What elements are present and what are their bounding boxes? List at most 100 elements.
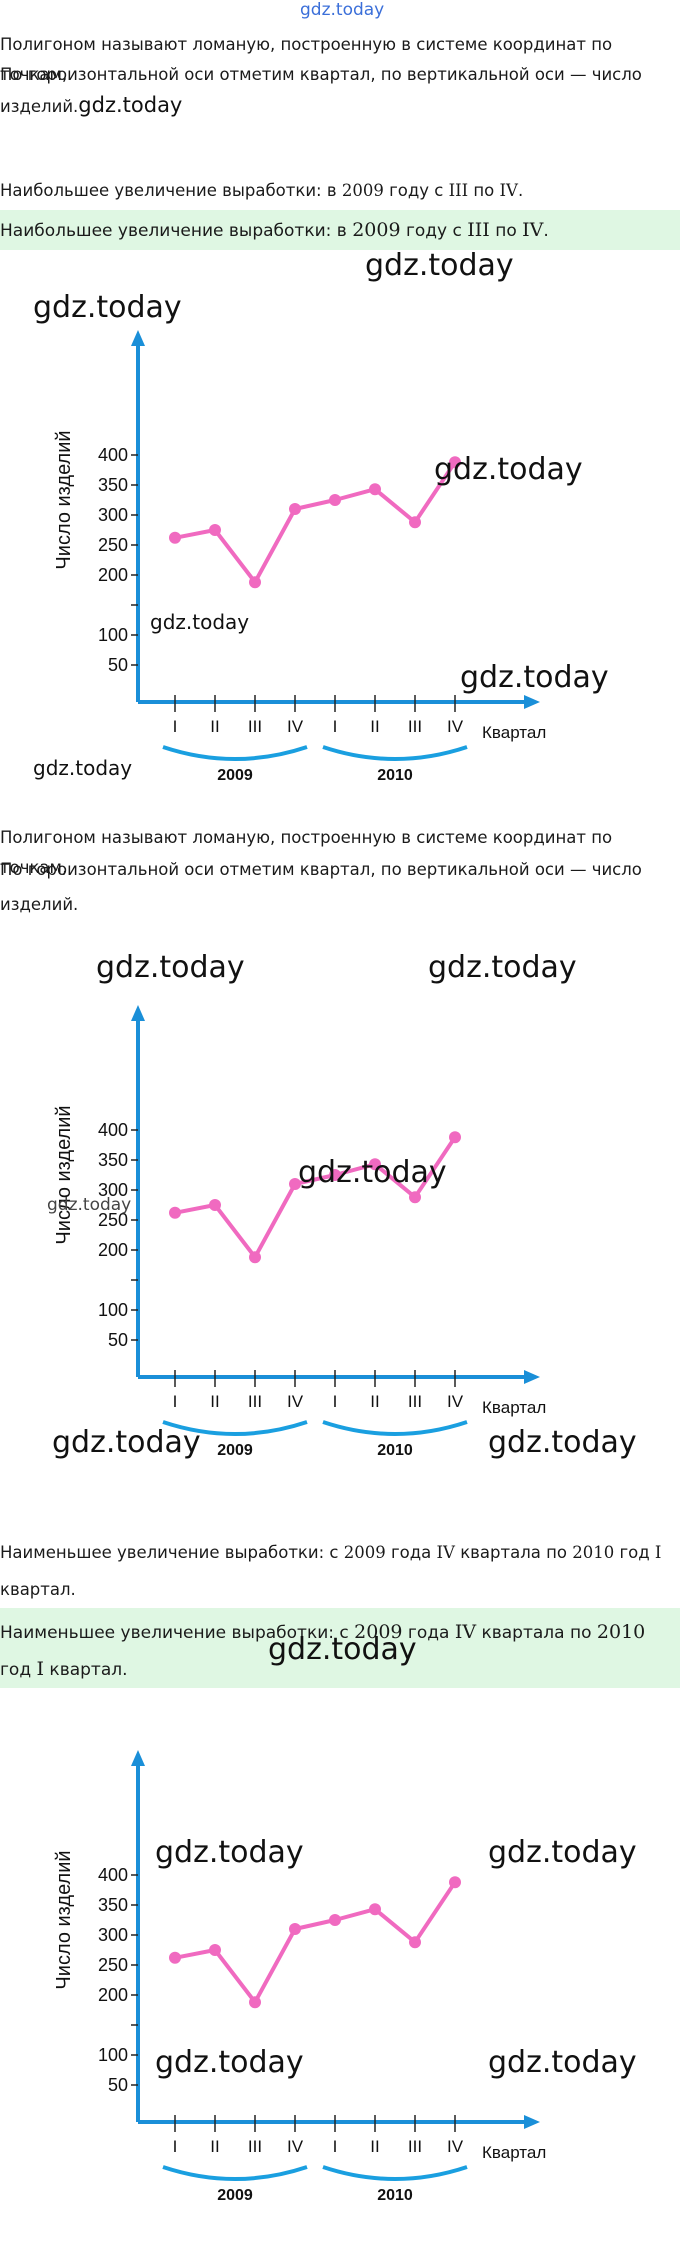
year-group-arc: [322, 2165, 468, 2181]
answer-2-mid2: квартала по: [454, 1543, 573, 1562]
year-group-label: 2009: [217, 1442, 253, 1459]
series-line: [174, 1136, 457, 1260]
answer-2-q2: I: [654, 1543, 662, 1562]
answer-2-q1: IV: [436, 1543, 455, 1562]
answer-2h-mid2: квартала по: [476, 1623, 597, 1643]
y-tick-label: 200: [98, 1240, 128, 1260]
y-axis-arrow: [131, 330, 145, 346]
data-point: [249, 576, 261, 589]
x-tick-label: II: [210, 2137, 219, 2156]
data-point: [449, 1131, 461, 1144]
data-point: [169, 531, 181, 544]
data-point: [169, 1951, 181, 1964]
answer-1h-prefix: Наибольшее увеличение выработки: в: [0, 221, 353, 241]
data-point: [329, 1914, 341, 1926]
data-point: [369, 1903, 381, 1916]
answer-1-plain: Наибольшее увеличение выработки: в 2009 …: [0, 176, 676, 206]
intro-text-line-3-text: изделий.: [0, 97, 79, 116]
y-tick-label: 300: [98, 1925, 128, 1945]
year-group-label: 2009: [217, 767, 253, 784]
y-axis-label: Число изделий: [53, 1850, 75, 1989]
year-group-label: 2010: [377, 767, 413, 784]
answer-2-highlight: [0, 1608, 680, 1688]
y-tick-label: 250: [98, 1210, 128, 1230]
y-tick-label: 50: [108, 655, 128, 675]
x-axis-label: Квартал: [482, 723, 546, 742]
intro-2-text-line-2: По гороизонтальной оси отметим квартал, …: [0, 860, 642, 879]
y-tick-label: 200: [98, 1985, 128, 2005]
data-point: [209, 524, 221, 536]
header-watermark-link[interactable]: gdz.today: [300, 0, 385, 20]
data-point: [449, 1876, 461, 1889]
answer-1h-from: III: [467, 219, 490, 241]
answer-2h-q1: IV: [454, 1621, 477, 1643]
watermark: gdz.today: [47, 1195, 132, 1215]
answer-2-year2: 2010: [572, 1543, 615, 1562]
x-axis-label: Квартал: [482, 2143, 546, 2162]
answer-1-prefix: Наибольшее увеличение выработки: в: [0, 181, 342, 200]
y-axis-label: Число изделий: [53, 430, 75, 569]
x-tick-label: III: [408, 717, 422, 736]
answer-1h-to-word: по: [489, 221, 523, 241]
answer-2-highlighted-text: Наименьшее увеличение выработки: с 2009 …: [0, 1614, 660, 1688]
watermark: gdz.today: [96, 950, 245, 985]
year-group-arc: [322, 745, 468, 761]
watermark: gdz.today: [365, 248, 514, 283]
y-tick-label: 350: [98, 1150, 128, 1170]
intro-text-line-3: изделий.gdz.today: [0, 90, 676, 122]
watermark: gdz.today: [488, 1425, 637, 1460]
data-point: [329, 494, 341, 506]
x-tick-label: II: [210, 717, 219, 736]
data-point: [289, 1178, 301, 1190]
watermark: gdz.today: [460, 660, 609, 695]
x-tick-label: III: [248, 1392, 262, 1411]
data-point: [369, 483, 381, 496]
y-tick-label: 100: [98, 2045, 128, 2065]
x-tick-label: IV: [287, 1392, 304, 1411]
x-tick-label: II: [370, 1392, 379, 1411]
year-group-arc: [162, 1420, 308, 1436]
watermark: gdz.today: [33, 290, 182, 325]
answer-2h-prefix: Наименьшее увеличение выработки: с: [0, 1623, 355, 1643]
x-axis-arrow: [524, 2115, 540, 2129]
intro-text-line-1: Полигоном называют ломаную, построенную …: [0, 35, 613, 84]
x-tick-label: II: [210, 1392, 219, 1411]
y-tick-label: 400: [98, 1865, 128, 1885]
x-tick-label: III: [248, 717, 262, 736]
y-tick-label: 300: [98, 1180, 128, 1200]
x-tick-label: I: [333, 717, 338, 736]
intro-2-text-line-3: изделий.: [0, 895, 79, 914]
y-tick-label: 100: [98, 1300, 128, 1320]
y-tick-label: 50: [108, 2075, 128, 2095]
year-group-label: 2009: [217, 2187, 253, 2204]
intro-2-text-line-1: Полигоном называют ломаную, построенную …: [0, 828, 613, 877]
answer-1h-middle: году с: [400, 221, 468, 241]
answer-1-to-word: по: [468, 181, 500, 200]
watermark: gdz.today: [428, 950, 577, 985]
answer-1h-suffix: .: [543, 221, 549, 241]
x-axis-arrow: [524, 695, 540, 709]
answer-2h-mid1: года: [402, 1623, 455, 1643]
chart-2: 50 100 200 250 300 350 400 Число изделий I II III I…: [30, 975, 590, 1515]
y-tick-label: 250: [98, 535, 128, 555]
y-tick-label: 100: [98, 625, 128, 645]
x-tick-label: I: [173, 1392, 178, 1411]
data-point: [449, 456, 461, 469]
data-point: [169, 1206, 181, 1219]
watermark: gdz.today: [268, 1632, 417, 1667]
intro-text-line-2: По гороизонтальной оси отметим квартал, …: [0, 65, 642, 84]
answer-2-year1: 2009: [343, 1543, 386, 1562]
chart-3: 50 100 200 250 300 350 400 Число изделий I II III I…: [30, 1720, 590, 2260]
answer-1-middle: году с: [383, 181, 449, 200]
y-tick-label: 350: [98, 1895, 128, 1915]
data-point: [409, 1191, 421, 1204]
answer-2h-year1: 2009: [354, 1621, 403, 1643]
data-point: [369, 1158, 381, 1171]
data-point: [249, 1251, 261, 1264]
watermark: gdz.today: [155, 2045, 304, 2080]
watermark: gdz.today: [150, 610, 250, 634]
data-point: [409, 516, 421, 529]
answer-1h-to: IV: [522, 219, 544, 241]
